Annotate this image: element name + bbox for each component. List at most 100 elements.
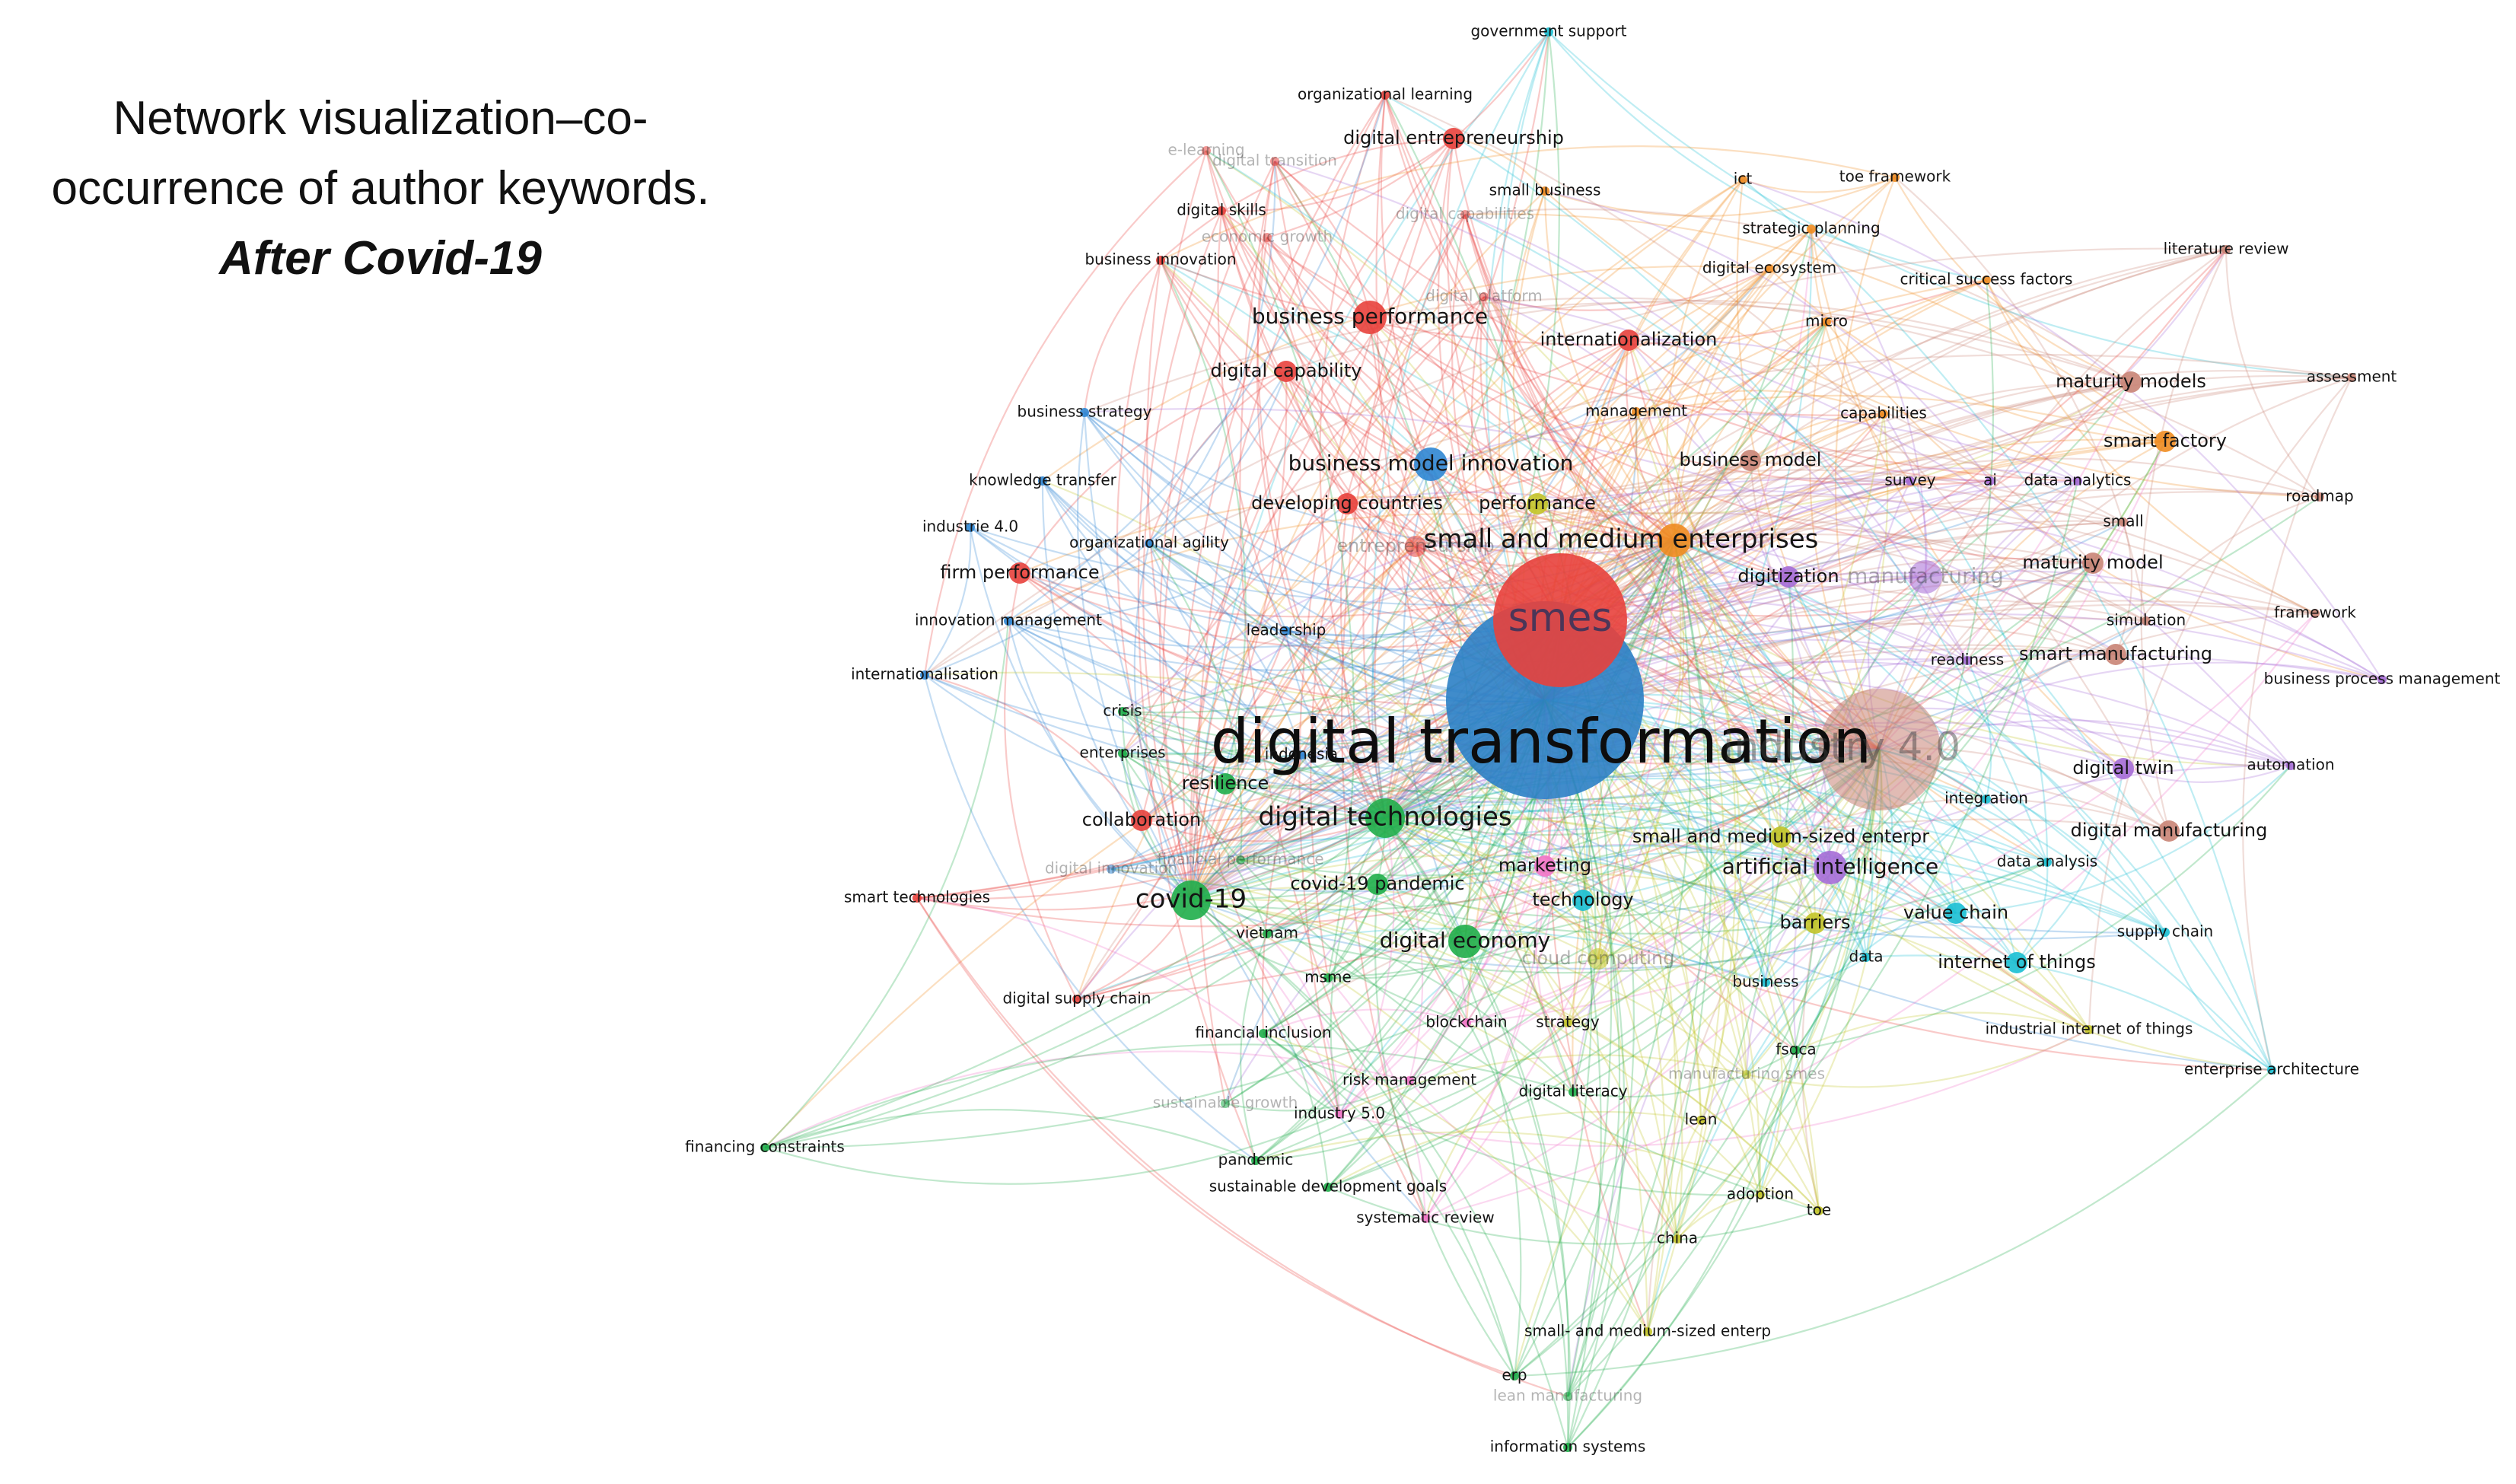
node-label: small [2103,512,2143,530]
node-survey [1906,476,1915,486]
node-manufacturing-smes [1742,1070,1751,1079]
node-label: digital entrepreneurship [1343,127,1564,148]
edge [969,527,1192,901]
node-label: covid-19 [1135,884,1247,915]
edge [1967,562,2094,661]
edge [1190,463,1432,901]
node-risk-management [1405,1076,1414,1085]
node-label: digital skills [1177,201,1266,219]
node-label: marketing [1498,855,1591,876]
node-label: sustainable development goals [1209,1177,1447,1196]
node-technology [1572,890,1594,911]
node-knowledge-transfer [1038,476,1047,486]
edge [1674,279,1987,541]
edge [1261,546,1416,1034]
node-label: msme [1304,968,1352,986]
node-artificial-intelligence [1814,851,1847,884]
edge [1674,540,1774,983]
edge [1319,94,1387,819]
edge [1190,616,2147,901]
edge [1384,817,1599,960]
node-label: smart manufacturing [2019,643,2212,664]
edge [1190,268,1770,901]
node-label: strategic planning [1742,219,1880,237]
edge [1628,339,1991,482]
edge [1674,540,1832,868]
edge [1674,381,2132,541]
node-digital-platform [1479,292,1489,301]
edge [1007,620,1192,901]
node-maturity-models [2120,371,2142,393]
edge [970,527,2166,934]
node-integration [1982,795,1991,804]
node-label: internationalization [1540,329,1718,350]
edge [1674,540,1868,958]
edge [2225,249,2320,498]
edge [1263,1008,1467,1035]
edge [1674,457,2320,542]
edge [1190,898,1747,1075]
edge [1110,339,1630,870]
node-ict [1738,175,1747,184]
edge [1160,260,1247,785]
node-resilience [1215,773,1236,795]
edge [1377,884,1569,1448]
edge [923,674,1256,1161]
node-collaboration [1131,810,1152,831]
node-business-process-management [2377,675,2387,684]
edge [2164,931,2272,1071]
figure-caption: Network visualization–co- occurrence of … [0,84,761,294]
edge [1547,339,1649,1333]
edge [2123,764,2291,783]
edge [1084,412,1816,925]
edge [1543,699,1621,1397]
edge [1514,1069,2272,1377]
edge [1274,161,1789,578]
edge [1255,576,1926,1162]
node-label: artificial intelligence [1722,854,1939,879]
edge [1384,817,1747,1075]
edge [1537,381,2132,515]
edge [1339,899,1584,1115]
node-strategic-planning [1807,225,1816,234]
edge [1795,1011,2090,1052]
edge [1700,767,2124,1121]
edge [1137,150,1257,1161]
edge [1750,381,2132,468]
edge [1084,412,1675,550]
edge [1263,1033,1410,1082]
edge [1627,339,1881,750]
edge [1384,94,1675,541]
edge [1221,210,1884,416]
edge [916,896,1340,1115]
edge [1190,653,2383,901]
node-label: barriers [1779,912,1850,933]
node-crisis [1118,707,1127,716]
edge [1110,868,1820,1212]
node-business-performance [1353,301,1387,334]
edge [1190,459,1751,901]
node-label: business model [1680,449,1822,470]
node-value-chain [1945,903,1967,924]
node-label: technology [1532,889,1633,910]
edge [1879,376,2352,750]
edge [1878,441,2166,750]
node-label: digital transformation [1211,706,1872,777]
edge [1369,317,1991,486]
edge [1879,661,2383,750]
node-label: strategy [1536,1013,1600,1031]
edge [1190,886,1599,960]
edge [1537,476,2316,614]
node-small-business [1540,186,1549,196]
node-digital-supply-chain [1072,995,1081,1004]
node-innovation-management [1004,616,1013,626]
edge [1266,851,2166,935]
edge [1346,491,1789,578]
edge [1084,412,1881,751]
edge [1537,503,1881,751]
edge [1384,815,2090,1030]
edge [1811,228,1927,578]
node-label: micro [1805,312,1848,330]
edge [1190,190,1546,901]
edge [1374,884,1515,1377]
